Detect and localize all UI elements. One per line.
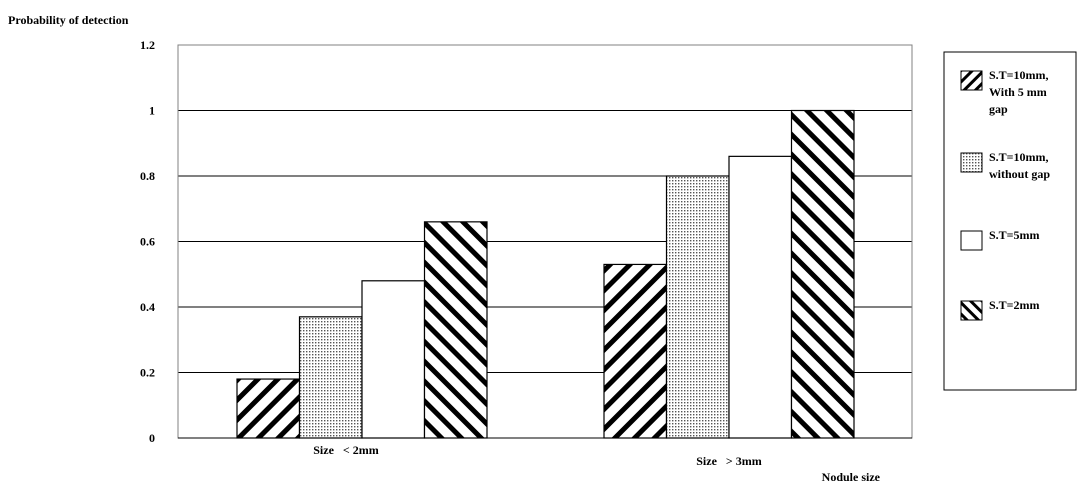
bars: [236, 109, 855, 439]
legend-frame: [943, 51, 1077, 391]
legend-swatch: [960, 152, 983, 173]
y-tick-label: 0.6: [140, 235, 155, 249]
y-tick-label: 1: [149, 104, 155, 118]
y-tick-label: 0.2: [140, 366, 155, 380]
category-labels: Size < 2mm Size > 3mm: [313, 443, 762, 468]
y-tick-labels: 0 0.2 0.4 0.6 0.8 1 1.2: [140, 38, 155, 445]
y-axis-title: Probability of detection: [8, 13, 129, 27]
legend-swatch: [960, 230, 983, 251]
legend-label: S.T=10mm,: [989, 68, 1049, 82]
y-tick-label: 1.2: [140, 38, 155, 52]
y-tick-label: 0.8: [140, 169, 155, 183]
bar: [790, 109, 855, 439]
legend: S.T=10mm, With 5 mm gap S.T=10mm, without ga…: [943, 51, 1077, 391]
bar: [236, 378, 301, 439]
y-tick-label: 0.4: [140, 300, 155, 314]
bar: [298, 316, 363, 439]
legend-label: without gap: [989, 167, 1050, 181]
category-label: Size > 3mm: [696, 454, 762, 468]
legend-label: gap: [989, 102, 1008, 116]
x-axis-title: Nodule size: [822, 470, 881, 483]
legend-swatch: [960, 70, 983, 91]
legend-label: S.T=2mm: [989, 298, 1040, 312]
legend-swatch: [960, 300, 983, 321]
legend-label: S.T=10mm,: [989, 150, 1049, 164]
legend-label: S.T=5mm: [989, 228, 1040, 242]
y-tick-label: 0: [149, 431, 155, 445]
category-label: Size < 2mm: [313, 443, 379, 457]
bar: [728, 155, 793, 439]
bar: [423, 221, 488, 439]
legend-label: With 5 mm: [989, 85, 1047, 99]
bar: [603, 263, 668, 439]
bar: [361, 280, 426, 439]
bar: [665, 175, 730, 439]
